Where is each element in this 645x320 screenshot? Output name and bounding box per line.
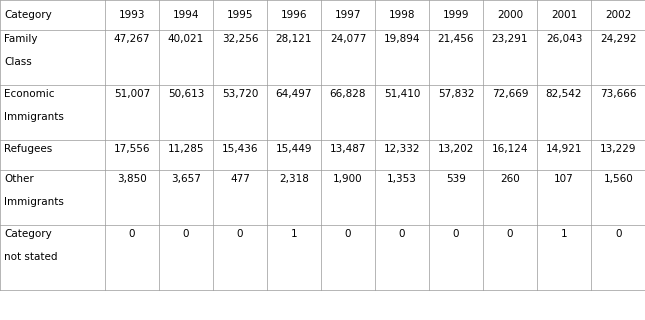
Text: Refugees: Refugees [4,144,52,154]
Text: 66,828: 66,828 [330,89,366,99]
Text: 477: 477 [230,174,250,184]
Text: 13,487: 13,487 [330,144,366,154]
Text: 24,292: 24,292 [600,34,637,44]
Text: 13,202: 13,202 [438,144,474,154]
Text: 107: 107 [554,174,574,184]
Text: 2002: 2002 [606,10,631,20]
Text: 57,832: 57,832 [438,89,474,99]
Text: 53,720: 53,720 [222,89,258,99]
Text: 32,256: 32,256 [222,34,258,44]
Text: 28,121: 28,121 [276,34,312,44]
Text: 1: 1 [291,229,297,239]
Text: 73,666: 73,666 [600,89,637,99]
Text: 1998: 1998 [389,10,415,20]
Text: 260: 260 [500,174,520,184]
Text: 1997: 1997 [335,10,361,20]
Text: 2,318: 2,318 [279,174,309,184]
Text: 51,007: 51,007 [114,89,150,99]
Text: 16,124: 16,124 [491,144,528,154]
Text: Economic

Immigrants: Economic Immigrants [4,89,64,122]
Text: 0: 0 [183,229,189,239]
Text: 1993: 1993 [119,10,145,20]
Text: Category

not stated: Category not stated [4,229,57,262]
Text: 64,497: 64,497 [276,89,312,99]
Text: 0: 0 [453,229,459,239]
Text: 1995: 1995 [227,10,253,20]
Text: 13,229: 13,229 [600,144,637,154]
Text: 1994: 1994 [173,10,199,20]
Text: 40,021: 40,021 [168,34,204,44]
Text: 1: 1 [561,229,568,239]
Text: 0: 0 [507,229,513,239]
Text: 11,285: 11,285 [168,144,204,154]
Text: 1999: 1999 [442,10,470,20]
Text: 1,560: 1,560 [604,174,633,184]
Text: 50,613: 50,613 [168,89,204,99]
Text: Category: Category [4,10,52,20]
Text: 15,449: 15,449 [276,144,312,154]
Text: 3,657: 3,657 [171,174,201,184]
Text: 2000: 2000 [497,10,523,20]
Text: Family

Class: Family Class [4,34,37,67]
Text: 21,456: 21,456 [438,34,474,44]
Text: 26,043: 26,043 [546,34,582,44]
Text: 82,542: 82,542 [546,89,582,99]
Text: 1,353: 1,353 [387,174,417,184]
Text: 539: 539 [446,174,466,184]
Text: 1996: 1996 [281,10,307,20]
Text: 0: 0 [399,229,405,239]
Text: 0: 0 [237,229,243,239]
Text: 24,077: 24,077 [330,34,366,44]
Text: 72,669: 72,669 [491,89,528,99]
Text: 47,267: 47,267 [114,34,150,44]
Text: 15,436: 15,436 [222,144,258,154]
Text: 23,291: 23,291 [491,34,528,44]
Text: 0: 0 [129,229,135,239]
Text: 51,410: 51,410 [384,89,420,99]
Text: Other

Immigrants: Other Immigrants [4,174,64,207]
Text: 19,894: 19,894 [384,34,421,44]
Text: 0: 0 [615,229,622,239]
Text: 2001: 2001 [551,10,577,20]
Text: 12,332: 12,332 [384,144,421,154]
Text: 3,850: 3,850 [117,174,147,184]
Text: 1,900: 1,900 [333,174,362,184]
Text: 17,556: 17,556 [114,144,150,154]
Text: 14,921: 14,921 [546,144,582,154]
Text: 0: 0 [344,229,352,239]
